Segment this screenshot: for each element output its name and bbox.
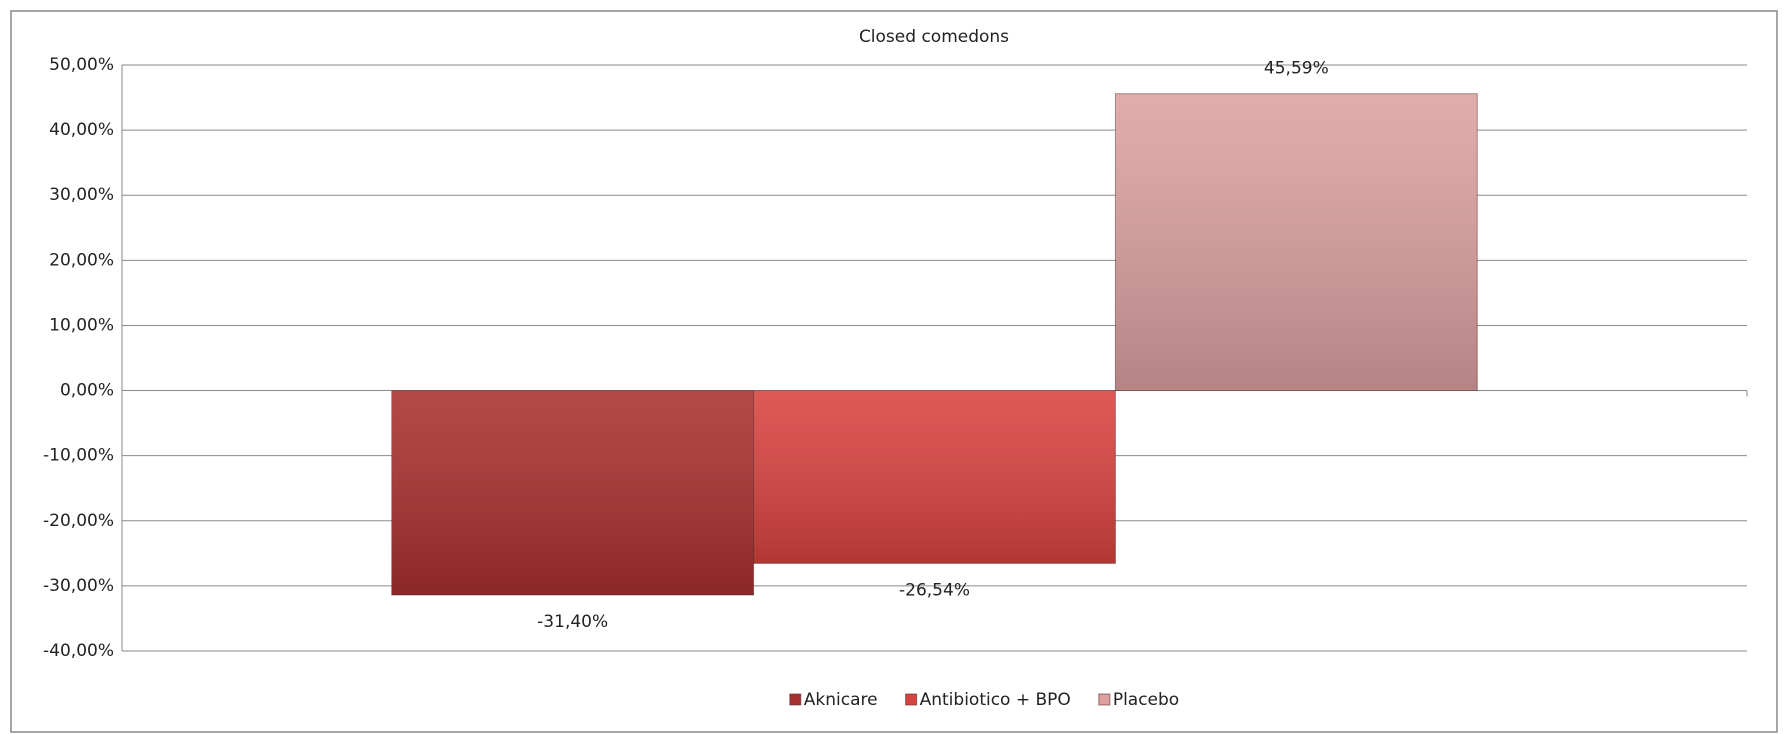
bar [753,390,1116,564]
y-tick-label: 50,00% [49,55,114,75]
y-tick-label: 10,00% [49,315,114,335]
y-tick-label: -10,00% [43,446,114,466]
y-tick-label: 20,00% [49,250,114,270]
y-tick-label: 0,00% [60,381,114,401]
legend-label: Placebo [1113,690,1179,710]
legend-label: Antibiotico + BPO [920,690,1071,710]
y-tick-label: 30,00% [49,185,114,205]
legend-label: Aknicare [804,690,878,710]
legend-marker [905,693,918,706]
legend-marker [789,693,802,706]
bar [1114,93,1478,392]
bar [391,390,755,596]
chart-title: Closed comedons [859,27,1009,47]
chart-border [10,10,1778,733]
y-tick-label: -20,00% [43,511,114,531]
y-tick-label: -30,00% [43,576,114,596]
data-label: -31,40% [537,612,608,632]
data-label: 45,59% [1264,59,1329,79]
data-label: -26,54% [899,580,970,600]
y-tick-label: -40,00% [43,641,114,661]
y-tick-label: 40,00% [49,120,114,140]
legend-marker [1098,693,1111,706]
